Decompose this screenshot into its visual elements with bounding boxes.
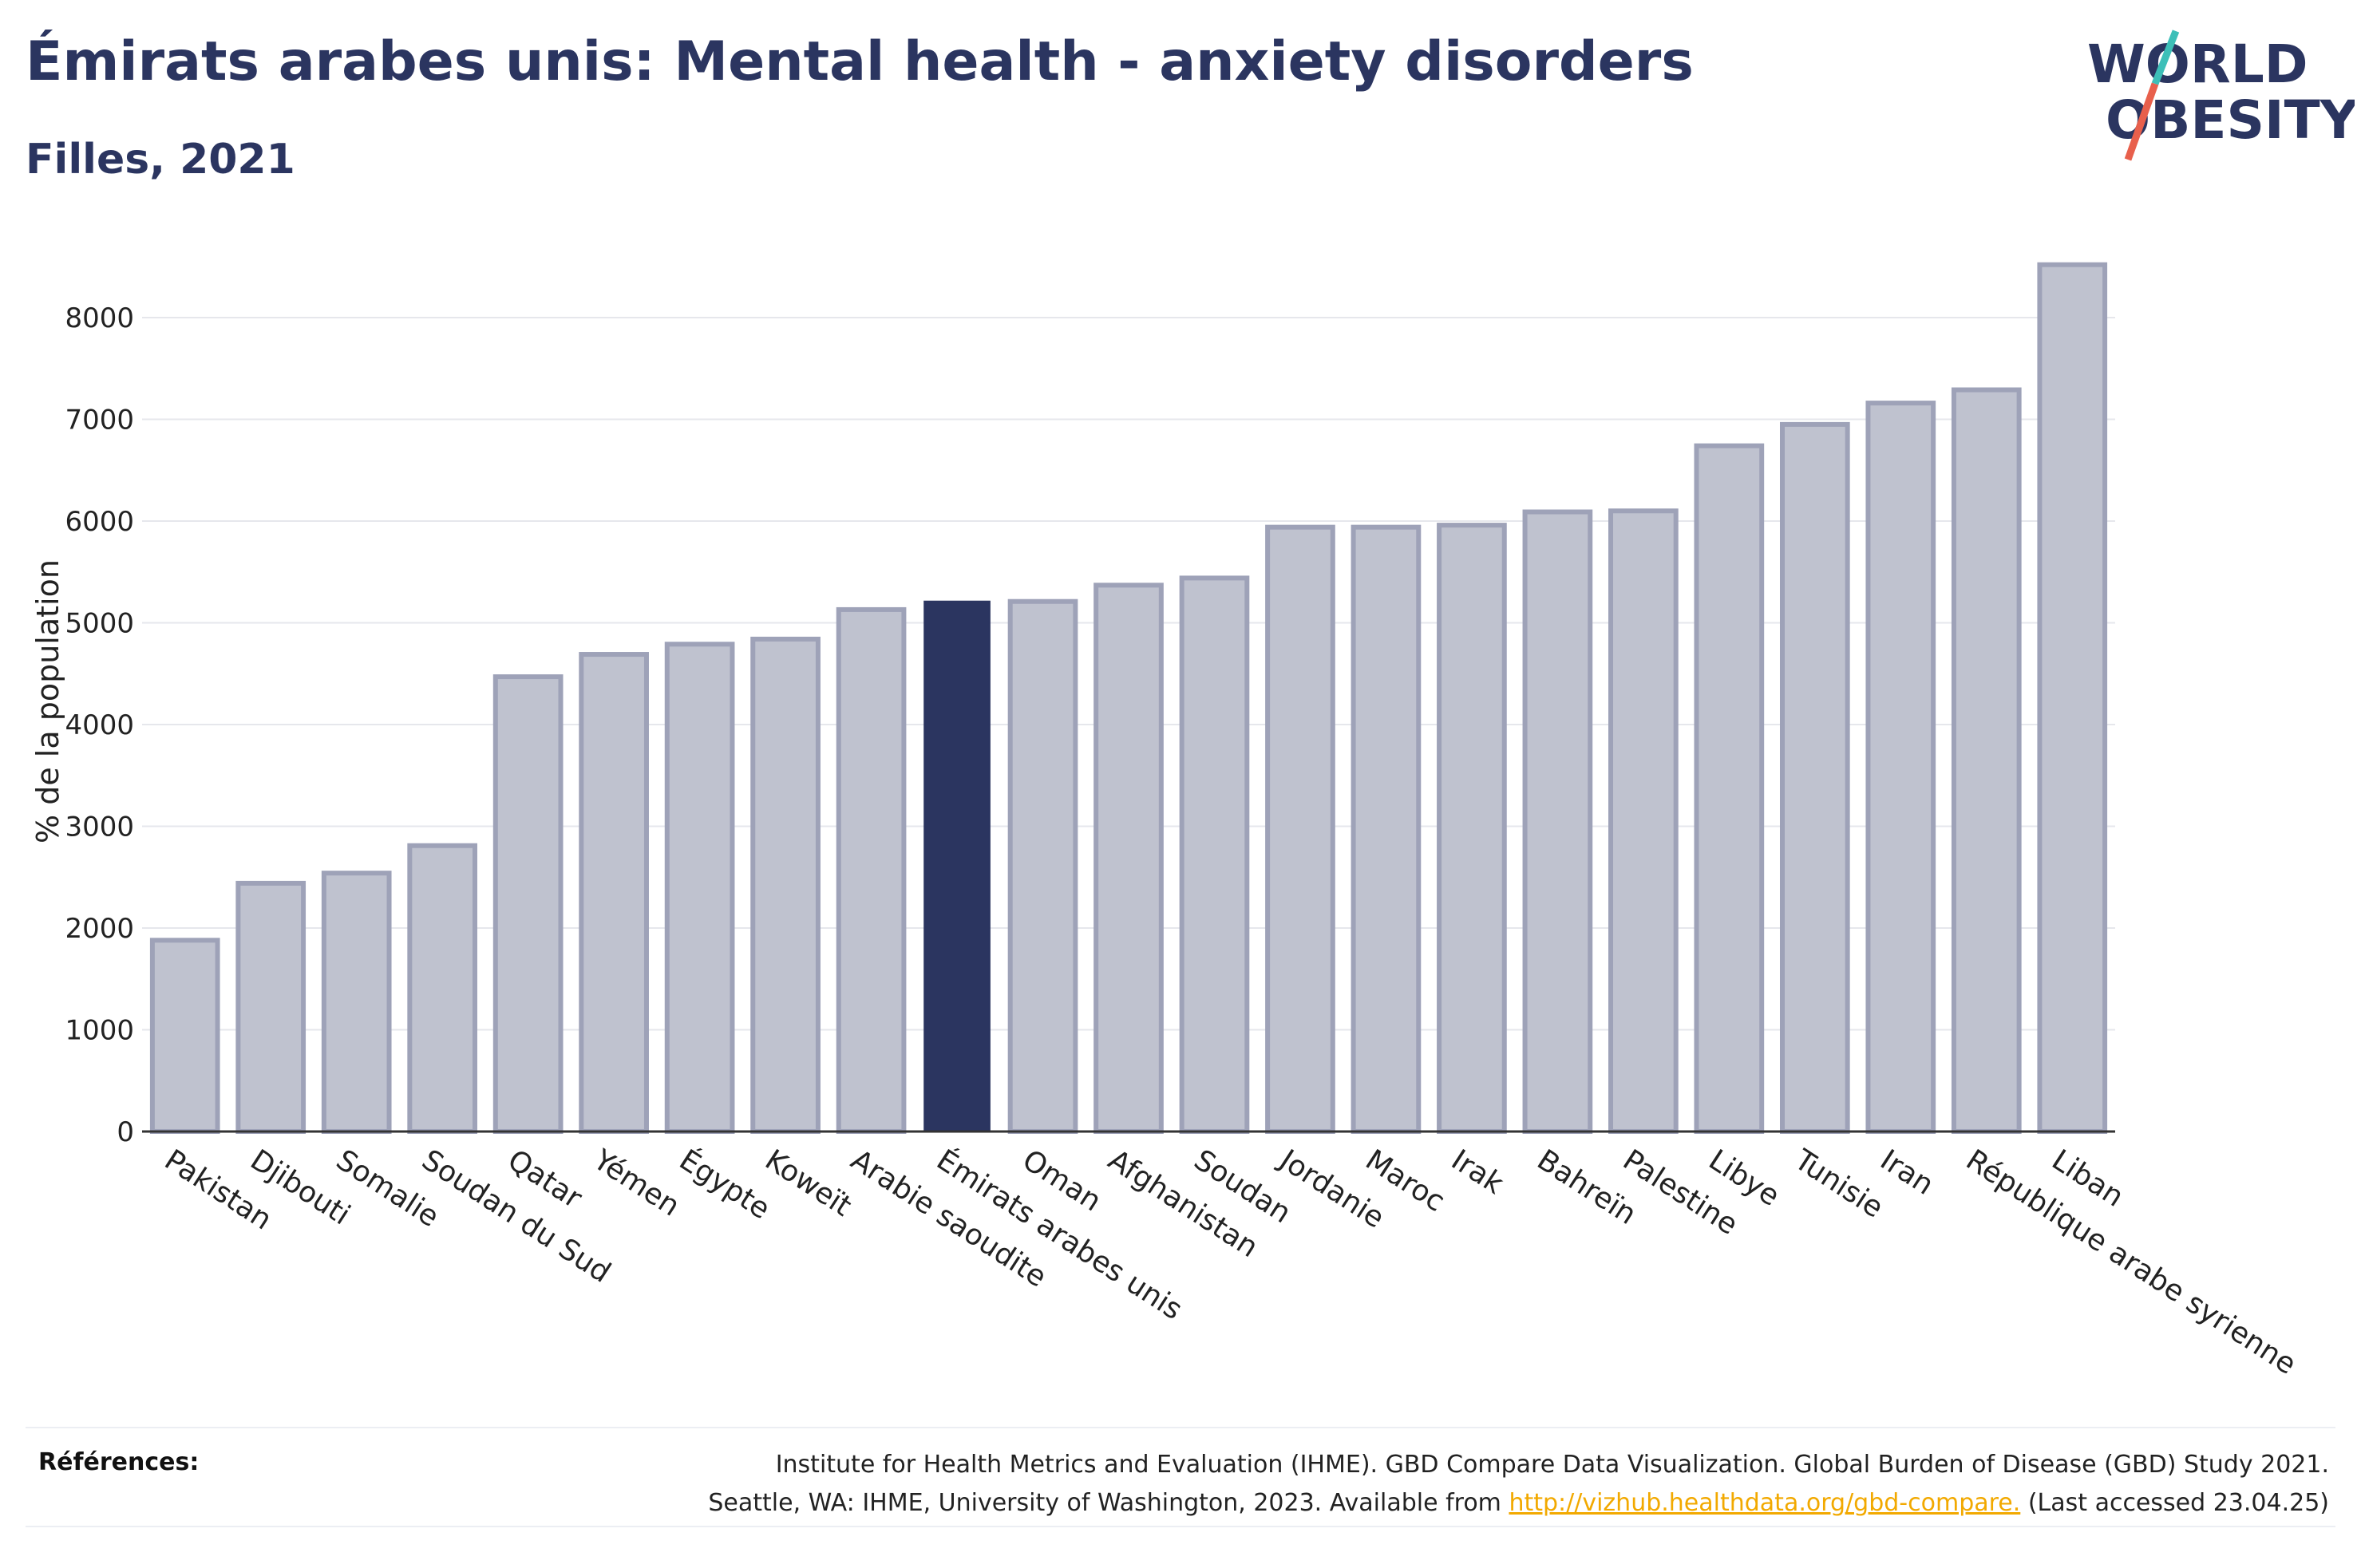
- bar[interactable]: [2037, 262, 2108, 1135]
- y-tick-label: 1000: [65, 1015, 134, 1047]
- bar[interactable]: [1437, 523, 1507, 1134]
- bar[interactable]: [321, 871, 392, 1135]
- y-tick-label: 4000: [65, 709, 134, 741]
- bar[interactable]: [579, 652, 649, 1134]
- bar[interactable]: [235, 880, 306, 1135]
- bar[interactable]: [664, 642, 735, 1134]
- world-obesity-logo: WORLD OBESITY: [2087, 30, 2355, 161]
- logo-slash-bottom: [2124, 82, 2159, 161]
- bar[interactable]: [1265, 524, 1335, 1134]
- x-tick-label: Bahreïn: [1531, 1143, 1642, 1231]
- references-line2-post: (Last accessed 23.04.25): [2020, 1489, 2329, 1517]
- x-tick-label: Égypte: [674, 1143, 777, 1226]
- bar[interactable]: [1779, 421, 1850, 1134]
- bar[interactable]: [1865, 401, 1936, 1135]
- x-tick-label: République arabe syrienne: [1960, 1143, 2302, 1381]
- bar-chart: 0 1000 2000 3000 4000 5000 6000 7000 8000 % de la…: [30, 262, 2302, 1381]
- bar[interactable]: [1522, 509, 1593, 1134]
- footer-top-rule: [26, 1427, 2335, 1428]
- references-line2-pre: Seattle, WA: IHME, University of Washing…: [708, 1489, 1509, 1517]
- x-tick-label: Iran: [1874, 1143, 1939, 1202]
- x-tick-label: Yémen: [587, 1143, 685, 1223]
- bar[interactable]: [923, 600, 991, 1132]
- references-line2: Seattle, WA: IHME, University of Washing…: [708, 1484, 2329, 1523]
- x-tick-label: Koweït: [759, 1143, 857, 1223]
- bar[interactable]: [1351, 524, 1422, 1134]
- bar[interactable]: [1694, 443, 1765, 1134]
- y-tick-label: 2000: [65, 913, 134, 945]
- bar[interactable]: [1951, 387, 2022, 1134]
- y-tick-label: 7000: [65, 405, 134, 436]
- bar[interactable]: [750, 636, 821, 1134]
- y-axis-label: % de la population: [30, 559, 65, 843]
- footer-bottom-rule: [26, 1526, 2335, 1527]
- logo-line1: WORLD: [2087, 34, 2308, 95]
- bar[interactable]: [1093, 583, 1164, 1134]
- y-tick-label: 8000: [65, 302, 134, 334]
- chart-title: Émirats arabes unis: Mental health - anx…: [26, 30, 1694, 93]
- x-tick-label: Tunisie: [1788, 1143, 1888, 1225]
- y-tick-label: 6000: [65, 506, 134, 538]
- bar[interactable]: [149, 938, 220, 1135]
- bar[interactable]: [492, 674, 564, 1134]
- references-text: Institute for Health Metrics and Evaluat…: [708, 1446, 2329, 1523]
- logo-slash-top: [2151, 30, 2180, 85]
- chart-subtitle: Filles, 2021: [26, 136, 295, 184]
- gbd-compare-link[interactable]: http://vizhub.healthdata.org/gbd-compare…: [1509, 1489, 2021, 1517]
- y-tick-label: 5000: [65, 608, 134, 640]
- references-line1: Institute for Health Metrics and Evaluat…: [775, 1451, 2329, 1479]
- y-tick-label: 0: [117, 1116, 134, 1148]
- references-label: Références:: [38, 1448, 200, 1476]
- bar[interactable]: [407, 843, 478, 1134]
- bar[interactable]: [1608, 508, 1679, 1134]
- y-tick-label: 3000: [65, 812, 134, 843]
- bar[interactable]: [1007, 598, 1078, 1134]
- bar[interactable]: [836, 606, 907, 1134]
- x-tick-label: Irak: [1445, 1143, 1509, 1201]
- bar[interactable]: [1179, 575, 1250, 1134]
